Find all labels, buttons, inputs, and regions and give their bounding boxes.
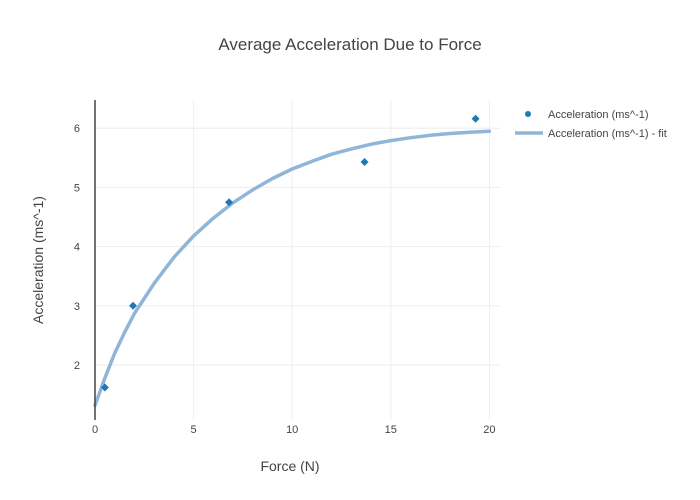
marker-series xyxy=(100,114,480,392)
x-tick-label: 20 xyxy=(483,424,495,436)
y-tick-label: 6 xyxy=(74,123,80,135)
chart-title: Average Acceleration Due to Force xyxy=(218,35,481,54)
x-tick-label: 0 xyxy=(92,424,98,436)
x-tick-label: 10 xyxy=(286,424,298,436)
data-point xyxy=(225,198,234,207)
y-tick-label: 2 xyxy=(74,360,80,372)
grid xyxy=(95,100,500,420)
x-axis-title: Force (N) xyxy=(260,458,319,474)
fit-line-series xyxy=(93,129,492,408)
y-tick-labels: 2 3 4 5 6 xyxy=(74,123,80,372)
legend-label-points: Acceleration (ms^-1) xyxy=(548,109,649,121)
data-point xyxy=(360,157,369,166)
x-tick-label: 5 xyxy=(191,424,197,436)
y-tick-label: 4 xyxy=(74,242,80,254)
x-tick-label: 15 xyxy=(385,424,397,436)
data-point xyxy=(129,301,138,310)
data-point xyxy=(100,383,109,392)
y-axis-title: Acceleration (ms^-1) xyxy=(30,196,46,324)
fit-line xyxy=(93,129,492,408)
legend-marker-icon xyxy=(525,111,531,117)
x-tick-labels: 0 5 10 15 20 xyxy=(92,424,496,436)
y-tick-label: 5 xyxy=(74,182,80,194)
y-tick-label: 3 xyxy=(74,301,80,313)
legend[interactable]: Acceleration (ms^-1) Acceleration (ms^-1)… xyxy=(515,109,667,140)
data-point xyxy=(471,114,480,123)
legend-label-fit: Acceleration (ms^-1) - fit xyxy=(548,128,667,140)
